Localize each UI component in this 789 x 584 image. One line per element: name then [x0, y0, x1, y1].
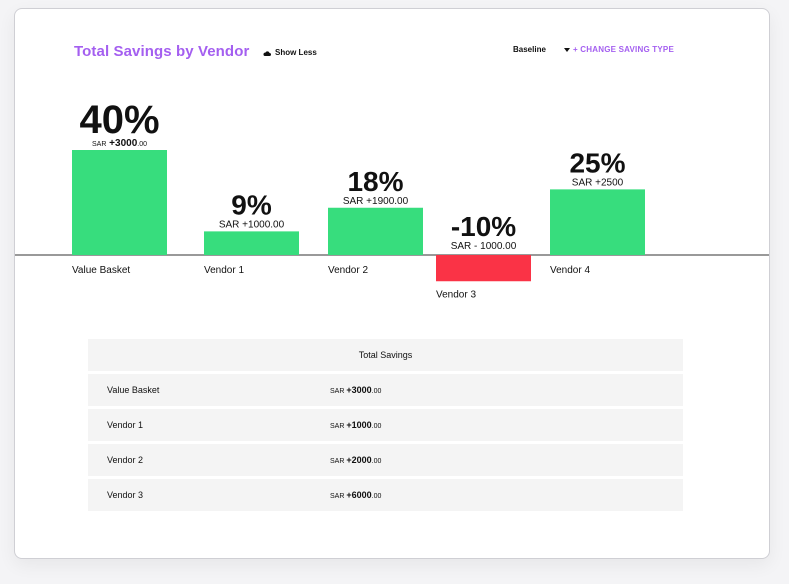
row-amount: +6000 [346, 490, 372, 500]
show-less-toggle[interactable]: Show Less [263, 48, 317, 57]
category-label-2: Vendor 2 [328, 265, 368, 276]
percent-label-1: 9% [231, 189, 272, 220]
row-vendor-name: Value Basket [107, 385, 160, 395]
row-savings-value: SAR +1000.00 [330, 420, 381, 430]
bar-4 [550, 189, 645, 255]
percent-label-3: -10% [451, 211, 516, 242]
row-amount: +1000 [346, 420, 372, 430]
chart-title: Total Savings by Vendor [74, 43, 250, 60]
row-decimals: .00 [371, 423, 382, 430]
amount-label-0: SAR +3000.00 [92, 138, 147, 149]
percent-label-0: 40% [79, 98, 159, 142]
change-saving-type-button[interactable]: + CHANGE SAVING TYPE [573, 45, 674, 54]
row-currency: SAR [330, 458, 345, 465]
savings-table: Total Savings Value Basket SAR +3000.00 Ve… [88, 339, 683, 514]
table-row: Vendor 2 SAR +2000.00 [88, 444, 683, 476]
table-row: Value Basket SAR +3000.00 [88, 374, 683, 406]
savings-card: Total Savings by Vendor Show Less Baseli… [14, 8, 770, 559]
bar-1 [204, 231, 299, 255]
bar-0 [72, 150, 167, 255]
category-label-1: Vendor 1 [204, 265, 244, 276]
row-savings-value: SAR +2000.00 [330, 455, 381, 465]
percent-label-2: 18% [347, 166, 403, 197]
category-label-0: Value Basket [72, 265, 130, 276]
row-amount: +3000 [346, 385, 372, 395]
row-savings-value: SAR +6000.00 [330, 490, 381, 500]
row-currency: SAR [330, 388, 345, 395]
row-decimals: .00 [371, 493, 382, 500]
row-vendor-name: Vendor 3 [107, 490, 144, 500]
amount-label-2: SAR +1900.00 [343, 196, 409, 207]
row-amount: +2000 [346, 455, 372, 465]
amount-label-1: SAR +1000.00 [219, 219, 285, 230]
baseline-label: Baseline [513, 45, 546, 54]
percent-label-4: 25% [569, 147, 625, 178]
table-header-label: Total Savings [358, 350, 413, 360]
row-currency: SAR [330, 423, 345, 430]
bar-3 [436, 255, 531, 282]
amount-label-3: SAR - 1000.00 [451, 241, 517, 252]
row-decimals: .00 [371, 458, 382, 465]
savings-bar-chart: 40%SAR +3000.00 Value Basket 9%SAR +1000.0… [15, 98, 769, 300]
table-header: Total Savings [88, 339, 683, 371]
table-row: Vendor 3 SAR +6000.00 [88, 479, 683, 511]
row-currency: SAR [330, 493, 345, 500]
category-label-3: Vendor 3 [436, 289, 476, 300]
bar-2 [328, 207, 423, 255]
row-decimals: .00 [371, 388, 382, 395]
show-less-label: Show Less [275, 48, 317, 57]
chevron-down-icon [563, 47, 570, 52]
table-row: Vendor 1 SAR +1000.00 [88, 409, 683, 441]
amount-label-4: SAR +2500 [572, 177, 624, 188]
row-vendor-name: Vendor 1 [107, 420, 144, 430]
table-body: Value Basket SAR +3000.00 Vendor 1 SAR +100… [88, 374, 683, 511]
baseline-dropdown[interactable]: Baseline [513, 45, 570, 54]
row-savings-value: SAR +3000.00 [330, 385, 381, 395]
row-vendor-name: Vendor 2 [107, 455, 144, 465]
category-label-4: Vendor 4 [550, 265, 590, 276]
cloud-icon [263, 50, 271, 56]
